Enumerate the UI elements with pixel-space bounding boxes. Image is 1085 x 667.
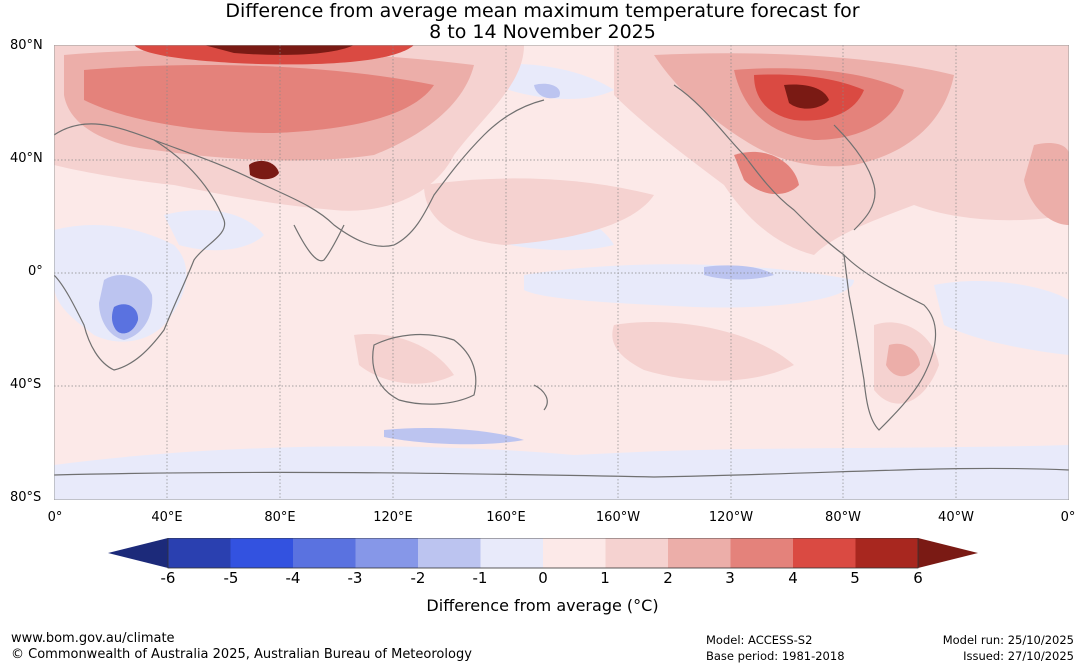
anomaly-region-equatorial-core xyxy=(704,265,774,280)
anomaly-region-tibet xyxy=(249,160,279,180)
colorbar-tick: -5 xyxy=(223,569,239,587)
colorbar xyxy=(108,538,978,569)
colorbar-tick: 3 xyxy=(725,569,735,587)
lon-label-160w: 160°W xyxy=(595,510,641,525)
colorbar-tick: -6 xyxy=(160,569,176,587)
lon-label-160e: 160°E xyxy=(486,510,526,525)
colorbar-cell xyxy=(355,538,419,568)
footer-model: Model: ACCESS-S2 xyxy=(706,633,813,647)
footer-model-run: Model run: 25/10/2025 xyxy=(942,633,1074,647)
anomaly-region-southern-core xyxy=(384,428,524,445)
colorbar-label: Difference from average (°C) xyxy=(426,596,659,615)
lon-label-0: 0° xyxy=(47,510,63,525)
colorbar-tick: 1 xyxy=(600,569,610,587)
lon-label-40w: 40°W xyxy=(938,510,974,525)
colorbar-cell xyxy=(855,538,919,568)
anomaly-region-arabian-sea xyxy=(164,210,264,251)
anomaly-region-siberia-core xyxy=(204,45,354,55)
colorbar-tick: 6 xyxy=(913,569,923,587)
lat-label-40n: 40°N xyxy=(10,151,43,166)
colorbar-tick: 5 xyxy=(850,569,860,587)
temperature-anomaly-map xyxy=(54,45,1069,500)
chart-title-line1: Difference from average mean maximum tem… xyxy=(225,0,860,22)
coastline-north-america-east xyxy=(833,124,876,231)
colorbar-frame xyxy=(167,538,919,569)
colorbar-cell xyxy=(480,538,544,568)
colorbar-tick: -2 xyxy=(410,569,426,587)
lon-label-80w: 80°W xyxy=(825,510,861,525)
lat-label-80s: 80°S xyxy=(10,490,42,505)
colorbar-cell xyxy=(605,538,669,568)
anomaly-region-canada-center xyxy=(784,84,829,109)
colorbar-cell xyxy=(418,538,481,568)
footer-url[interactable]: www.bom.gov.au/climate xyxy=(11,631,175,646)
anomaly-region-south-pacific xyxy=(612,321,794,381)
lat-label-80n: 80°N xyxy=(10,38,43,53)
colorbar-cell xyxy=(543,538,606,568)
colorbar-cell xyxy=(230,538,294,568)
lon-label-80e: 80°E xyxy=(264,510,296,525)
coastlines xyxy=(54,84,1069,478)
anomaly-region-southern-ocean xyxy=(54,445,1069,500)
colorbar-tick: 0 xyxy=(538,569,548,587)
coastline-new-zealand xyxy=(533,384,548,411)
anomaly-region-bering-core xyxy=(534,83,560,99)
colorbar-tick: 4 xyxy=(788,569,798,587)
coastline-asia-south xyxy=(153,99,545,247)
anomaly-region-eurasia-inner xyxy=(84,65,434,133)
coastline-india xyxy=(293,224,345,262)
colorbar-cell xyxy=(730,538,794,568)
anomaly-region-south-atlantic xyxy=(934,280,1069,355)
colorbar-cell xyxy=(168,538,231,568)
colorbar-tick: 2 xyxy=(663,569,673,587)
lon-label-120e: 120°E xyxy=(373,510,413,525)
anomaly-region-australia xyxy=(354,334,454,384)
colorbar-cell xyxy=(293,538,356,568)
anomaly-region-africa-south-center xyxy=(111,304,139,334)
lon-label-0-right: 0° xyxy=(1060,510,1076,525)
anomaly-region-south-america-core xyxy=(886,343,920,377)
chart-title-line2: 8 to 14 November 2025 xyxy=(429,21,656,43)
coastline-south-america xyxy=(843,253,937,431)
footer-copyright: © Commonwealth of Australia 2025, Austra… xyxy=(11,647,472,662)
colorbar-extend-low xyxy=(108,538,168,568)
anomaly-region-north-pacific xyxy=(424,178,654,245)
coastline-antarctica xyxy=(54,467,1069,478)
colorbar-tick: -1 xyxy=(472,569,488,587)
colorbar-cell xyxy=(793,538,856,568)
colorbar-cell xyxy=(668,538,731,568)
colorbar-extend-high xyxy=(918,538,978,568)
graticule xyxy=(54,45,1069,500)
lat-label-equator: 0° xyxy=(28,264,43,279)
lon-label-40e: 40°E xyxy=(151,510,183,525)
coastline-australia xyxy=(372,333,477,405)
colorbar-tick: -4 xyxy=(285,569,301,587)
footer-base-period: Base period: 1981-2018 xyxy=(706,649,845,663)
coastline-north-america-west xyxy=(673,84,845,256)
positive-anomaly-areas xyxy=(54,45,1069,404)
lon-label-120w: 120°W xyxy=(708,510,754,525)
anomaly-region-north-atlantic xyxy=(1024,143,1069,225)
footer-issued: Issued: 27/10/2025 xyxy=(963,649,1074,663)
lat-label-40s: 40°S xyxy=(10,377,42,392)
colorbar-tick: -3 xyxy=(347,569,363,587)
